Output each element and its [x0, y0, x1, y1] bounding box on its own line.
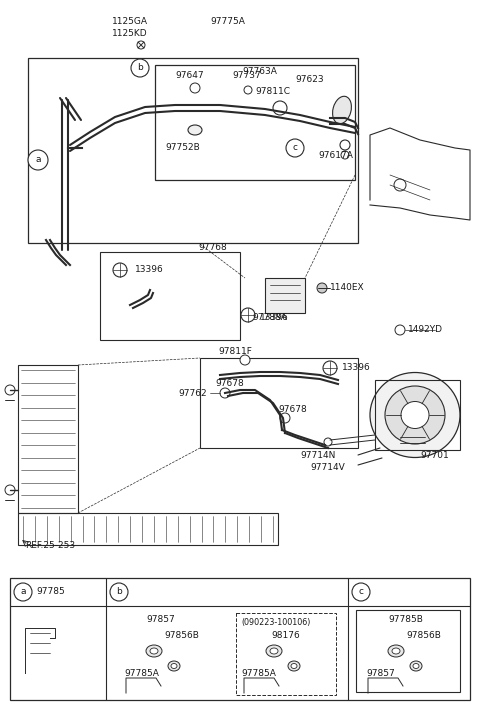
Text: REF.25-253: REF.25-253: [25, 540, 75, 550]
Ellipse shape: [385, 386, 445, 444]
Text: 97811F: 97811F: [218, 347, 252, 356]
Circle shape: [220, 388, 230, 398]
Circle shape: [394, 179, 406, 191]
Text: 13396: 13396: [135, 266, 164, 275]
Text: 1125KD: 1125KD: [112, 28, 148, 38]
Text: 97785A: 97785A: [124, 669, 159, 677]
Ellipse shape: [171, 664, 177, 669]
Circle shape: [113, 263, 127, 277]
Circle shape: [395, 325, 405, 335]
Ellipse shape: [288, 661, 300, 671]
Bar: [375, 380, 460, 450]
Ellipse shape: [392, 648, 400, 654]
Text: b: b: [137, 63, 143, 72]
Ellipse shape: [291, 664, 297, 669]
Circle shape: [240, 355, 250, 365]
Bar: [356, 610, 460, 692]
Text: 97857: 97857: [366, 669, 395, 677]
Text: 97785A: 97785A: [241, 669, 276, 677]
Circle shape: [241, 308, 255, 322]
Bar: [18, 365, 78, 513]
Bar: [10, 578, 470, 700]
Bar: [28, 58, 358, 243]
Circle shape: [131, 59, 149, 77]
Ellipse shape: [401, 401, 429, 429]
Bar: [265, 278, 305, 313]
Bar: [155, 65, 355, 180]
Text: 97856B: 97856B: [164, 631, 199, 640]
Text: 98176: 98176: [271, 631, 300, 640]
Text: 97775A: 97775A: [210, 18, 245, 26]
Ellipse shape: [370, 373, 460, 457]
Text: 97617A: 97617A: [318, 151, 353, 160]
Circle shape: [190, 83, 200, 93]
Text: 13396: 13396: [260, 314, 289, 322]
Circle shape: [286, 139, 304, 157]
Ellipse shape: [270, 648, 278, 654]
Text: 97857: 97857: [146, 616, 175, 625]
Circle shape: [137, 41, 145, 49]
Text: 97737: 97737: [232, 70, 261, 80]
Text: c: c: [292, 143, 298, 153]
Text: (090223-100106): (090223-100106): [241, 618, 311, 628]
Text: 97678: 97678: [278, 405, 307, 415]
Text: a: a: [20, 587, 26, 596]
Text: 97763A: 97763A: [242, 67, 277, 77]
Text: 97714N: 97714N: [300, 451, 336, 459]
Ellipse shape: [188, 125, 202, 135]
Circle shape: [28, 150, 48, 170]
Circle shape: [324, 438, 332, 446]
Text: 97768: 97768: [198, 244, 227, 253]
Text: 97678: 97678: [215, 378, 244, 388]
Circle shape: [280, 413, 290, 423]
Circle shape: [273, 101, 287, 115]
Text: b: b: [116, 587, 122, 596]
Bar: [18, 513, 278, 545]
Text: 97714V: 97714V: [310, 462, 345, 471]
Text: 1125GA: 1125GA: [112, 18, 148, 26]
Ellipse shape: [388, 645, 404, 657]
Text: 97785: 97785: [36, 587, 65, 596]
Circle shape: [14, 583, 32, 601]
Text: 1140EX: 1140EX: [330, 283, 365, 293]
Text: 97752B: 97752B: [165, 143, 200, 153]
Bar: [236, 613, 336, 695]
Text: c: c: [359, 587, 363, 596]
Ellipse shape: [150, 648, 158, 654]
Text: 97811C: 97811C: [255, 87, 290, 97]
Circle shape: [5, 485, 15, 495]
Text: 97785B: 97785B: [388, 616, 423, 625]
Ellipse shape: [333, 97, 351, 124]
Circle shape: [5, 385, 15, 395]
Circle shape: [317, 283, 327, 293]
Ellipse shape: [266, 645, 282, 657]
Text: 97762: 97762: [178, 388, 206, 398]
Text: 13396: 13396: [342, 364, 371, 373]
Text: 97647: 97647: [175, 70, 204, 80]
Circle shape: [110, 583, 128, 601]
Ellipse shape: [168, 661, 180, 671]
Bar: [200, 358, 358, 448]
Circle shape: [352, 583, 370, 601]
Text: 97856B: 97856B: [406, 631, 441, 640]
Bar: [100, 252, 240, 340]
Ellipse shape: [410, 661, 422, 671]
Circle shape: [244, 86, 252, 94]
Text: 97701: 97701: [420, 451, 449, 459]
Text: a: a: [35, 155, 41, 165]
Ellipse shape: [413, 664, 419, 669]
Text: 97788A: 97788A: [252, 314, 287, 322]
Text: 1492YD: 1492YD: [408, 325, 443, 334]
Circle shape: [323, 361, 337, 375]
Circle shape: [340, 140, 350, 150]
Ellipse shape: [146, 645, 162, 657]
Circle shape: [341, 151, 349, 159]
Text: 97623: 97623: [295, 75, 324, 84]
